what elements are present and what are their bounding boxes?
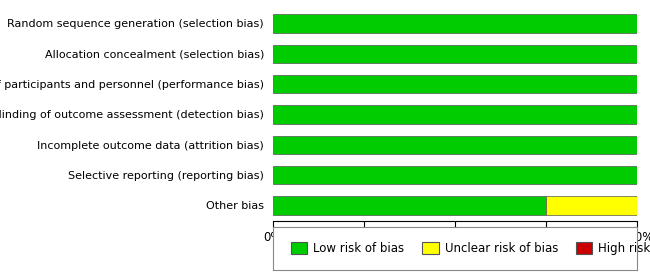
Legend: Low risk of bias, Unclear risk of bias, High risk of bias: Low risk of bias, Unclear risk of bias, … — [286, 237, 650, 260]
Bar — [273, 166, 637, 184]
Bar — [273, 14, 637, 32]
Bar — [546, 196, 637, 214]
Bar — [273, 136, 637, 154]
Bar — [273, 75, 637, 93]
Bar — [273, 196, 546, 214]
Bar — [273, 45, 637, 63]
Bar — [273, 105, 637, 123]
